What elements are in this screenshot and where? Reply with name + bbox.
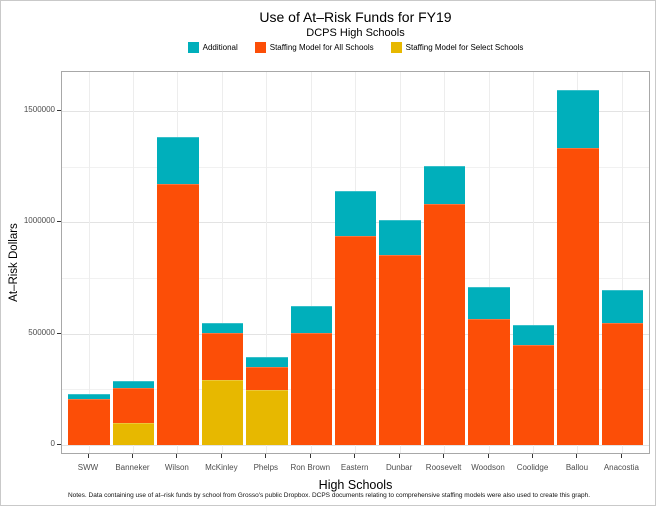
source-note: Notes. Data containing use of at–risk fu… xyxy=(67,492,591,499)
y-tick-label: 1000000 xyxy=(23,216,55,226)
x-tick-mark xyxy=(354,454,356,458)
bar-segment xyxy=(201,322,244,333)
bar-segment xyxy=(512,345,555,445)
bar-segment xyxy=(557,89,599,148)
bar-segment xyxy=(379,219,421,256)
bar-segment xyxy=(157,137,199,185)
x-tick-mark xyxy=(87,454,89,458)
chart-subtitle: DCPS High Schools xyxy=(306,27,405,39)
x-tick-mark xyxy=(398,454,400,458)
legend-item: Additional xyxy=(187,41,238,53)
bar-segment xyxy=(246,357,288,367)
gridline-v xyxy=(533,72,534,453)
gridline-v xyxy=(621,72,623,453)
x-tick-mark xyxy=(309,454,311,458)
gridline-v xyxy=(88,72,90,453)
plot-panel xyxy=(61,71,650,454)
bar-segment xyxy=(468,319,510,445)
x-tick-label: Dunbar xyxy=(386,463,413,472)
bar-segment xyxy=(201,332,244,381)
y-tick-label: 0 xyxy=(50,439,55,448)
bar-segment xyxy=(334,190,377,237)
bar-segment xyxy=(112,387,155,423)
bar-segment xyxy=(112,381,155,388)
x-tick-label: Eastern xyxy=(340,463,369,472)
x-tick-label: Anacostia xyxy=(603,463,639,472)
gridline-v xyxy=(266,72,268,453)
legend-label: Staffing Model for All Schools xyxy=(269,42,374,52)
x-tick-mark xyxy=(131,454,133,458)
x-tick-label: Ballou xyxy=(565,463,589,472)
gridline-v xyxy=(221,72,223,453)
legend-label: Staffing Model for Select Schools xyxy=(405,42,524,52)
bar-segment xyxy=(379,255,421,445)
x-tick-mark xyxy=(220,454,222,458)
bar-segment xyxy=(557,147,599,445)
gridline-v xyxy=(310,72,312,453)
bar-segment xyxy=(246,390,288,445)
x-tick-mark xyxy=(620,454,622,458)
gridline-v xyxy=(488,72,490,453)
x-tick-mark xyxy=(487,454,489,458)
legend-swatch xyxy=(390,41,402,53)
legend-item: Staffing Model for Select Schools xyxy=(390,41,524,53)
legend-swatch xyxy=(187,41,199,53)
bar-segment xyxy=(423,204,466,445)
bar-segment xyxy=(201,380,244,445)
y-axis-title: At–Risk Dollars xyxy=(8,223,20,302)
x-axis-title: High Schools xyxy=(318,478,393,492)
bar-segment xyxy=(290,332,332,445)
legend: Additional Staffing Model for All Schools… xyxy=(61,40,650,54)
bar-segment xyxy=(423,165,466,205)
y-tick-mark xyxy=(57,332,61,334)
x-tick-label: Banneker xyxy=(115,463,150,472)
bar-segment xyxy=(334,236,377,445)
x-tick-label: Wilson xyxy=(164,463,189,472)
y-tick-mark xyxy=(57,110,61,111)
bar-segment xyxy=(246,366,288,391)
bar-segment xyxy=(601,290,644,323)
bar-segment xyxy=(68,399,110,445)
gridline-v xyxy=(132,72,134,453)
legend-swatch xyxy=(254,41,266,53)
legend-label: Additional xyxy=(202,42,238,52)
bar-segment xyxy=(112,422,155,445)
x-tick-label: Woodson xyxy=(471,463,505,472)
x-tick-label: Ron Brown xyxy=(290,463,331,472)
bar-segment xyxy=(468,287,510,320)
x-tick-label: Roosevelt xyxy=(425,463,462,472)
legend-item: Staffing Model for All Schools xyxy=(254,41,374,53)
x-tick-mark xyxy=(176,454,178,458)
bar-segment xyxy=(290,306,332,333)
x-tick-mark xyxy=(532,454,533,458)
x-tick-label: McKinley xyxy=(205,463,238,472)
chart-title: Use of At–Risk Funds for FY19 xyxy=(259,9,452,25)
x-tick-mark xyxy=(265,454,267,458)
x-tick-mark xyxy=(576,454,578,458)
y-tick-label: 500000 xyxy=(28,327,55,337)
y-tick-label: 1500000 xyxy=(23,105,55,114)
bar-segment xyxy=(68,394,110,400)
x-tick-label: Coolidge xyxy=(516,463,549,472)
bar-segment xyxy=(601,322,644,445)
x-tick-mark xyxy=(443,454,445,458)
bar-segment xyxy=(157,184,199,445)
bar-segment xyxy=(512,324,555,346)
x-tick-label: SWW xyxy=(77,463,99,472)
y-tick-mark xyxy=(57,444,61,445)
y-tick-mark xyxy=(57,221,61,223)
x-tick-label: Phelps xyxy=(253,463,279,472)
